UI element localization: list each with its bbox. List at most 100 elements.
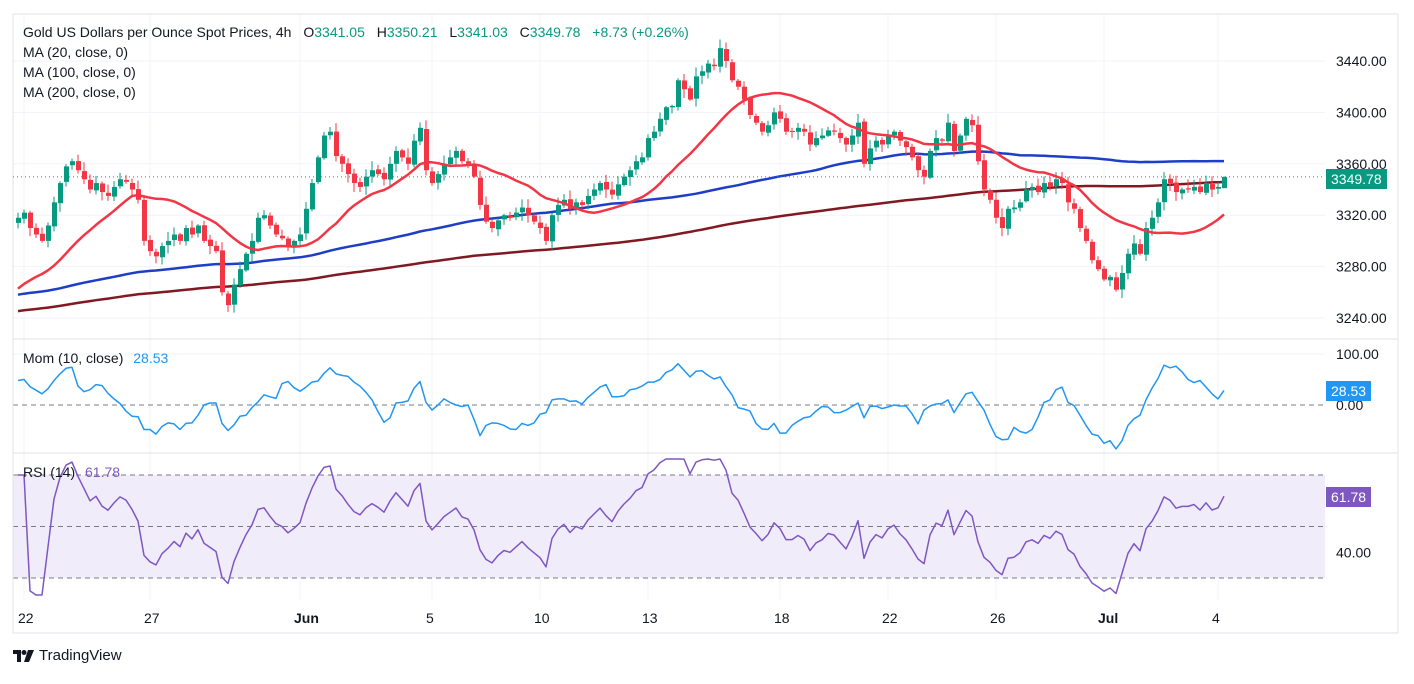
- candle: [352, 168, 357, 192]
- candle: [982, 153, 987, 197]
- candle: [364, 169, 369, 195]
- candle-body: [664, 107, 669, 120]
- candle-body: [304, 208, 309, 234]
- candle-body: [928, 150, 933, 178]
- symbol-legend: Gold US Dollars per Ounce Spot Prices, 4…: [23, 22, 689, 42]
- candle-body: [1024, 189, 1029, 202]
- candle: [1138, 239, 1143, 256]
- candle-body: [28, 212, 33, 229]
- candle: [106, 184, 111, 201]
- candle-body: [556, 204, 561, 215]
- candle: [1168, 174, 1173, 192]
- candle-body: [1150, 217, 1155, 229]
- candle-body: [238, 269, 243, 286]
- ma100-legend[interactable]: MA (100, close, 0): [23, 64, 136, 80]
- rsi-tag: 61.78: [1326, 487, 1372, 507]
- brand-name: TradingView: [39, 647, 122, 664]
- momentum-legend[interactable]: Mom (10, close) 28.53: [23, 348, 168, 368]
- candle-body: [748, 98, 753, 115]
- candle: [274, 222, 279, 238]
- candle: [1126, 248, 1131, 280]
- candle-body: [670, 105, 675, 108]
- candle: [166, 232, 171, 254]
- candle: [316, 155, 321, 184]
- rsi-path: [18, 458, 1225, 596]
- candle: [640, 152, 645, 165]
- candle-body: [712, 64, 717, 67]
- candle: [1162, 172, 1167, 211]
- candle-body: [808, 132, 813, 145]
- ma200-legend[interactable]: MA (200, close, 0): [23, 84, 136, 100]
- time-tick-label: 26: [990, 610, 1006, 626]
- candle-body: [328, 131, 333, 136]
- candle-body: [250, 240, 255, 254]
- candle-body: [472, 163, 477, 177]
- candle: [964, 116, 969, 141]
- candle-body: [832, 130, 837, 132]
- candle: [604, 174, 609, 198]
- candle: [508, 211, 513, 221]
- candle-body: [172, 234, 177, 240]
- candle-body: [904, 141, 909, 148]
- candle-body: [574, 202, 579, 210]
- candle: [1096, 256, 1101, 272]
- rsi-legend[interactable]: RSI (14) 61.78: [23, 462, 120, 482]
- candle-body: [124, 179, 129, 182]
- candle-body: [1186, 188, 1191, 190]
- candle: [394, 146, 399, 172]
- price-tick-label: 3240.00: [1336, 310, 1387, 326]
- candle-body: [94, 183, 99, 191]
- candle: [244, 251, 249, 272]
- candle: [214, 240, 219, 254]
- candle: [370, 161, 375, 183]
- candle-body: [166, 240, 171, 246]
- candle-body: [814, 138, 819, 146]
- candle: [922, 165, 927, 185]
- candle: [1042, 176, 1047, 199]
- candle-body: [718, 48, 723, 67]
- candle: [184, 225, 189, 246]
- candle-body: [262, 215, 267, 219]
- candle-body: [256, 217, 261, 242]
- candle-body: [1180, 189, 1185, 194]
- time-tick-label: 22: [882, 610, 898, 626]
- candle-body: [424, 129, 429, 171]
- candle: [958, 133, 963, 154]
- candle: [322, 131, 327, 160]
- candle-body: [418, 127, 423, 142]
- candle-body: [676, 80, 681, 108]
- time-tick-label: 22: [18, 610, 34, 626]
- candle: [892, 129, 897, 140]
- candle-body: [706, 63, 711, 73]
- candle: [1048, 176, 1053, 191]
- indicator-lines: [13, 353, 1325, 596]
- candle-body: [280, 235, 285, 239]
- candle-body: [1000, 217, 1005, 229]
- candle: [160, 242, 165, 265]
- candle-body: [1138, 244, 1143, 254]
- candle: [820, 128, 825, 141]
- candle: [1180, 187, 1185, 200]
- candle: [82, 162, 87, 184]
- tradingview-brand[interactable]: TradingView: [13, 647, 122, 664]
- ma20-legend[interactable]: MA (20, close, 0): [23, 44, 129, 60]
- candle-body: [1102, 268, 1107, 280]
- candle-body: [1072, 203, 1077, 209]
- candle: [400, 148, 405, 162]
- candle: [622, 173, 627, 187]
- candle: [682, 73, 687, 98]
- candle-body: [1192, 186, 1197, 191]
- candle-body: [586, 195, 591, 205]
- ma100-line: [17, 150, 1224, 296]
- candle: [1174, 175, 1179, 201]
- candle: [40, 227, 45, 243]
- candle-body: [1114, 277, 1119, 290]
- candle: [376, 164, 381, 176]
- candle: [610, 181, 615, 200]
- candle-body: [862, 121, 867, 164]
- candle-body: [538, 222, 543, 229]
- candle-body: [1210, 184, 1215, 190]
- candle-body: [1090, 241, 1095, 261]
- candle: [52, 196, 57, 232]
